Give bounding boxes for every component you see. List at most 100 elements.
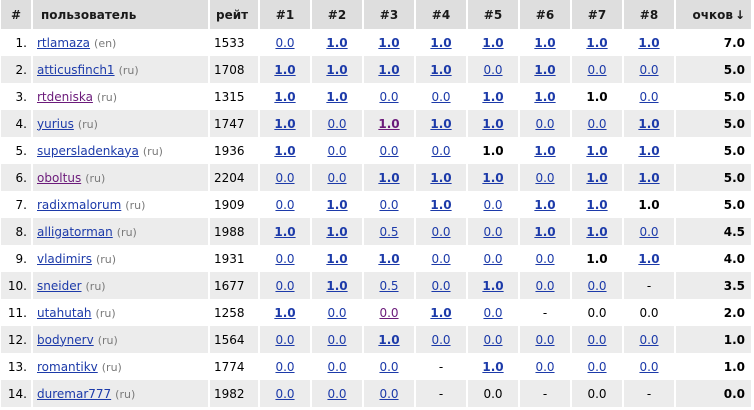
task-score-link[interactable]: 1.0: [534, 197, 556, 212]
task-score-link[interactable]: 1.0: [326, 89, 348, 104]
task-score-link[interactable]: 0.0: [275, 332, 295, 347]
task-score-link[interactable]: 0.0: [639, 359, 659, 374]
user-link[interactable]: romantikv: [37, 359, 98, 374]
task-score-link[interactable]: 0.0: [275, 35, 295, 50]
task-score-link[interactable]: 1.0: [378, 116, 400, 131]
task-score-link[interactable]: 0.0: [327, 170, 347, 185]
task-score-link[interactable]: 0.5: [379, 224, 399, 239]
task-header-2[interactable]: #2: [312, 0, 362, 29]
task-score-link[interactable]: 0.0: [535, 251, 555, 266]
task-score-link[interactable]: 0.0: [431, 89, 451, 104]
task-header-8[interactable]: #8: [624, 0, 674, 29]
task-score-link[interactable]: 0.0: [327, 305, 347, 320]
task-score-link[interactable]: 0.0: [275, 278, 295, 293]
user-link[interactable]: bodynerv: [37, 332, 94, 347]
task-score-link[interactable]: 0.0: [639, 89, 659, 104]
user-link[interactable]: rtdeniska: [37, 89, 93, 104]
task-score-link[interactable]: 1.0: [586, 197, 608, 212]
task-score-link[interactable]: 1.0: [274, 116, 296, 131]
user-link[interactable]: yurius: [37, 116, 74, 131]
task-score-link[interactable]: 1.0: [274, 224, 296, 239]
task-score-link[interactable]: 1.0: [326, 197, 348, 212]
task-score-link[interactable]: 0.0: [587, 359, 607, 374]
task-score-link[interactable]: 0.0: [587, 62, 607, 77]
task-score-link[interactable]: 0.0: [275, 170, 295, 185]
user-link[interactable]: sneider: [37, 278, 82, 293]
task-score-link[interactable]: 0.0: [483, 224, 503, 239]
task-score-link[interactable]: 1.0: [482, 170, 504, 185]
task-score-link[interactable]: 1.0: [326, 224, 348, 239]
task-score-link[interactable]: 0.0: [379, 386, 399, 401]
task-score-link[interactable]: 0.0: [275, 251, 295, 266]
task-score-link[interactable]: 0.5: [379, 278, 399, 293]
task-score-link[interactable]: 0.0: [483, 305, 503, 320]
task-score-link[interactable]: 0.0: [587, 116, 607, 131]
task-score-link[interactable]: 1.0: [586, 224, 608, 239]
task-score-link[interactable]: 0.0: [535, 359, 555, 374]
task-header-3[interactable]: #3: [364, 0, 414, 29]
user-link[interactable]: rtlamaza: [37, 35, 91, 50]
task-score-link[interactable]: 1.0: [638, 35, 660, 50]
task-header-5[interactable]: #5: [468, 0, 518, 29]
task-score-link[interactable]: 1.0: [482, 89, 504, 104]
task-score-link[interactable]: 1.0: [482, 35, 504, 50]
task-score-link[interactable]: 1.0: [430, 170, 452, 185]
task-score-link[interactable]: 1.0: [638, 116, 660, 131]
user-link[interactable]: atticusfinch1: [37, 62, 115, 77]
task-score-link[interactable]: 0.0: [587, 278, 607, 293]
task-score-link[interactable]: 1.0: [326, 251, 348, 266]
task-score-link[interactable]: 0.0: [431, 332, 451, 347]
task-score-link[interactable]: 0.0: [535, 332, 555, 347]
task-score-link[interactable]: 1.0: [586, 35, 608, 50]
task-score-link[interactable]: 0.0: [431, 251, 451, 266]
task-score-link[interactable]: 1.0: [430, 35, 452, 50]
task-score-link[interactable]: 0.0: [275, 359, 295, 374]
task-score-link[interactable]: 0.0: [587, 332, 607, 347]
task-score-link[interactable]: 0.0: [431, 143, 451, 158]
user-link[interactable]: supersladenkaya: [37, 143, 139, 158]
task-score-link[interactable]: 0.0: [275, 386, 295, 401]
task-score-link[interactable]: 0.0: [327, 386, 347, 401]
user-link[interactable]: utahutah: [37, 305, 92, 320]
task-score-link[interactable]: 0.0: [483, 197, 503, 212]
task-score-link[interactable]: 0.0: [639, 332, 659, 347]
task-score-link[interactable]: 1.0: [378, 170, 400, 185]
user-header[interactable]: пользователь: [33, 0, 208, 29]
task-score-link[interactable]: 0.0: [483, 332, 503, 347]
task-score-link[interactable]: 0.0: [275, 197, 295, 212]
task-score-link[interactable]: 1.0: [274, 305, 296, 320]
task-score-link[interactable]: 1.0: [482, 278, 504, 293]
task-score-link[interactable]: 0.0: [639, 62, 659, 77]
task-score-link[interactable]: 0.0: [483, 251, 503, 266]
task-score-link[interactable]: 1.0: [534, 89, 556, 104]
task-score-link[interactable]: 0.0: [379, 89, 399, 104]
task-score-link[interactable]: 1.0: [378, 35, 400, 50]
task-score-link[interactable]: 0.0: [327, 359, 347, 374]
task-score-link[interactable]: 1.0: [430, 305, 452, 320]
task-score-link[interactable]: 1.0: [326, 35, 348, 50]
task-score-link[interactable]: 1.0: [482, 116, 504, 131]
task-score-link[interactable]: 1.0: [430, 116, 452, 131]
user-link[interactable]: vladimirs: [37, 251, 92, 266]
task-score-link[interactable]: 1.0: [638, 143, 660, 158]
task-header-6[interactable]: #6: [520, 0, 570, 29]
task-score-link[interactable]: 0.0: [379, 305, 399, 320]
task-score-link[interactable]: 0.0: [535, 170, 555, 185]
task-score-link[interactable]: 0.0: [327, 332, 347, 347]
task-score-link[interactable]: 1.0: [638, 170, 660, 185]
rating-header[interactable]: рейт: [210, 0, 258, 29]
user-link[interactable]: duremar777: [37, 386, 112, 401]
task-score-link[interactable]: 1.0: [378, 332, 400, 347]
task-score-link[interactable]: 0.0: [639, 224, 659, 239]
total-header[interactable]: очков ↓: [676, 0, 751, 29]
task-score-link[interactable]: 1.0: [378, 251, 400, 266]
task-header-4[interactable]: #4: [416, 0, 466, 29]
task-score-link[interactable]: 1.0: [326, 278, 348, 293]
task-header-1[interactable]: #1: [260, 0, 310, 29]
task-score-link[interactable]: 0.0: [535, 278, 555, 293]
task-score-link[interactable]: 0.0: [379, 143, 399, 158]
task-score-link[interactable]: 1.0: [534, 35, 556, 50]
user-link[interactable]: alligatorman: [37, 224, 113, 239]
task-score-link[interactable]: 1.0: [274, 143, 296, 158]
task-header-7[interactable]: #7: [572, 0, 622, 29]
